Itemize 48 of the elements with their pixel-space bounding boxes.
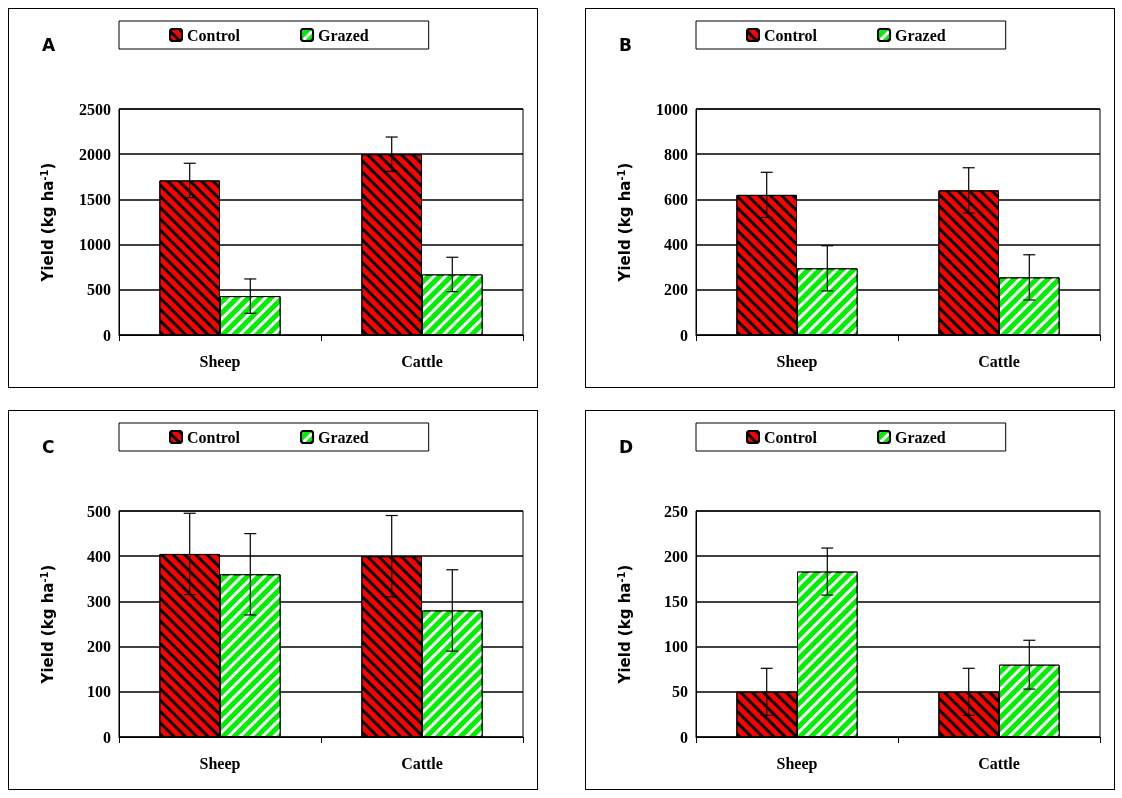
x-tick-label: Sheep — [199, 754, 241, 773]
y-tick-label: 0 — [103, 326, 111, 344]
y-tick-label: 500 — [87, 281, 111, 299]
y-tick-label: 250 — [664, 502, 688, 520]
x-tick-label: Sheep — [199, 352, 241, 371]
x-tick-label: Cattle — [978, 352, 1020, 370]
legend-label: Grazed — [895, 26, 946, 44]
y-tick-label: 50 — [672, 683, 688, 701]
y-tick-label: 1500 — [79, 190, 111, 208]
chart-title: C — [42, 436, 55, 457]
y-tick-label: 300 — [87, 592, 111, 610]
y-tick-label: 100 — [664, 638, 688, 656]
y-tick-label: 1000 — [656, 100, 688, 118]
y-tick-label: 400 — [87, 547, 111, 565]
y-tick-label: 0 — [103, 728, 111, 746]
y-tick-label: 2000 — [79, 145, 111, 163]
x-tick-label: Sheep — [776, 352, 818, 371]
y-axis-title: Yield (kg ha-1) — [615, 564, 634, 685]
y-tick-label: 200 — [87, 638, 111, 656]
chart-title: D — [619, 436, 634, 457]
legend-label: Control — [187, 428, 241, 446]
legend-label: Control — [764, 428, 818, 446]
y-tick-label: 400 — [664, 236, 688, 254]
x-tick-label: Cattle — [401, 754, 443, 772]
legend-label: Control — [764, 26, 818, 44]
y-tick-label: 150 — [664, 592, 688, 610]
x-tick-label: Cattle — [978, 754, 1020, 772]
y-tick-label: 1000 — [79, 236, 111, 254]
y-axis-title: Yield (kg ha-1) — [615, 162, 634, 283]
x-tick-label: Sheep — [776, 754, 818, 773]
y-tick-label: 100 — [87, 683, 111, 701]
y-tick-label: 600 — [664, 190, 688, 208]
legend-label: Control — [187, 26, 241, 44]
legend-label: Grazed — [318, 428, 369, 446]
y-tick-label: 0 — [680, 728, 688, 746]
y-tick-label: 200 — [664, 281, 688, 299]
legend-label: Grazed — [895, 428, 946, 446]
y-axis-title: Yield (kg ha-1) — [38, 564, 57, 685]
chart-title: B — [619, 34, 632, 55]
chart-title: A — [42, 34, 56, 55]
y-tick-label: 800 — [664, 145, 688, 163]
x-tick-label: Cattle — [401, 352, 443, 370]
y-tick-label: 2500 — [79, 100, 111, 118]
y-tick-label: 500 — [87, 502, 111, 520]
y-tick-label: 200 — [664, 547, 688, 565]
y-axis-title: Yield (kg ha-1) — [38, 162, 57, 283]
y-tick-label: 0 — [680, 326, 688, 344]
legend-label: Grazed — [318, 26, 369, 44]
